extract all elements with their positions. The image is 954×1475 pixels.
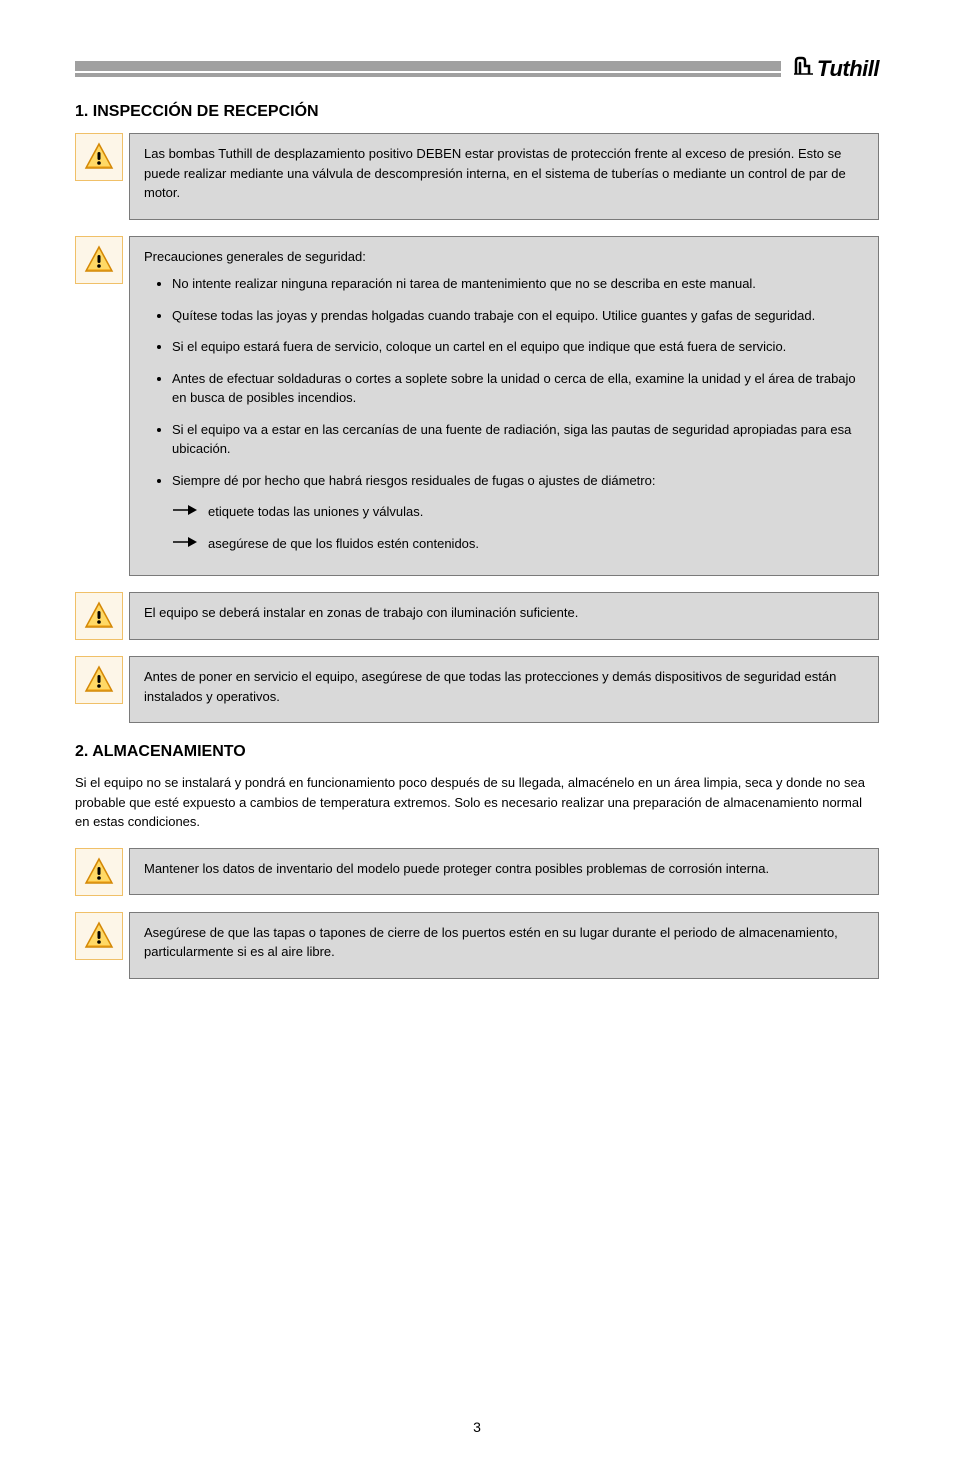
warning-icon (83, 600, 115, 632)
warning-icon (83, 920, 115, 952)
logo-text: Tuthill (817, 56, 879, 82)
warning-text: Antes de poner en servicio el equipo, as… (144, 667, 864, 706)
sub-item-text: etiquete todas las uniones y válvulas. (208, 502, 423, 522)
logo-icon (793, 55, 815, 83)
warning-block: Asegúrese de que las tapas o tapones de … (75, 912, 879, 979)
warning-icon (83, 244, 115, 276)
warning-content: Precauciones generales de seguridad: No … (129, 236, 879, 577)
warning-icon-cell (75, 848, 123, 896)
warning-text: Asegúrese de que las tapas o tapones de … (144, 923, 864, 962)
warning-content: Asegúrese de que las tapas o tapones de … (129, 912, 879, 979)
warning-content: Las bombas Tuthill de desplazamiento pos… (129, 133, 879, 220)
warning-sub-item: asegúrese de que los fluidos estén conte… (172, 534, 864, 554)
warning-bullet-list: No intente realizar ninguna reparación n… (144, 274, 864, 490)
warning-icon-cell (75, 133, 123, 181)
warning-block: El equipo se deberá instalar en zonas de… (75, 592, 879, 640)
warning-text: El equipo se deberá instalar en zonas de… (144, 603, 864, 623)
section-title-storage: 2. ALMACENAMIENTO (75, 743, 879, 761)
sub-item-text: asegúrese de que los fluidos estén conte… (208, 534, 479, 554)
warning-text: Las bombas Tuthill de desplazamiento pos… (144, 144, 864, 203)
warning-bullet: Antes de efectuar soldaduras o cortes a … (172, 369, 864, 408)
warning-text: Mantener los datos de inventario del mod… (144, 859, 864, 879)
warning-icon-cell (75, 656, 123, 704)
page-header: Tuthill (75, 55, 879, 83)
arrow-right-icon (172, 502, 198, 522)
warning-icon (83, 856, 115, 888)
warning-bullet: Siempre dé por hecho que habrá riesgos r… (172, 471, 864, 491)
warning-content: Mantener los datos de inventario del mod… (129, 848, 879, 896)
warning-icon-cell (75, 592, 123, 640)
warning-icon-cell (75, 236, 123, 284)
warning-block: Las bombas Tuthill de desplazamiento pos… (75, 133, 879, 220)
warning-content: El equipo se deberá instalar en zonas de… (129, 592, 879, 640)
warning-block: Antes de poner en servicio el equipo, as… (75, 656, 879, 723)
warning-block: Mantener los datos de inventario del mod… (75, 848, 879, 896)
warning-sub-list: etiquete todas las uniones y válvulas. a… (144, 502, 864, 553)
brand-logo: Tuthill (793, 55, 879, 83)
warning-icon (83, 141, 115, 173)
warning-bullet: Si el equipo va a estar en las cercanías… (172, 420, 864, 459)
warning-icon-cell (75, 912, 123, 960)
storage-intro: Si el equipo no se instalará y pondrá en… (75, 773, 879, 832)
warning-intro: Precauciones generales de seguridad: (144, 247, 864, 267)
arrow-right-icon (172, 534, 198, 554)
warning-sub-item: etiquete todas las uniones y válvulas. (172, 502, 864, 522)
section-title-receiving: 1. INSPECCIÓN DE RECEPCIÓN (75, 103, 879, 121)
warning-bullet: No intente realizar ninguna reparación n… (172, 274, 864, 294)
warning-bullet: Quítese todas las joyas y prendas holgad… (172, 306, 864, 326)
warning-icon (83, 664, 115, 696)
warning-bullet: Si el equipo estará fuera de servicio, c… (172, 337, 864, 357)
page-number: 3 (473, 1419, 481, 1435)
warning-content: Antes de poner en servicio el equipo, as… (129, 656, 879, 723)
warning-block: Precauciones generales de seguridad: No … (75, 236, 879, 577)
header-rule (75, 61, 781, 77)
